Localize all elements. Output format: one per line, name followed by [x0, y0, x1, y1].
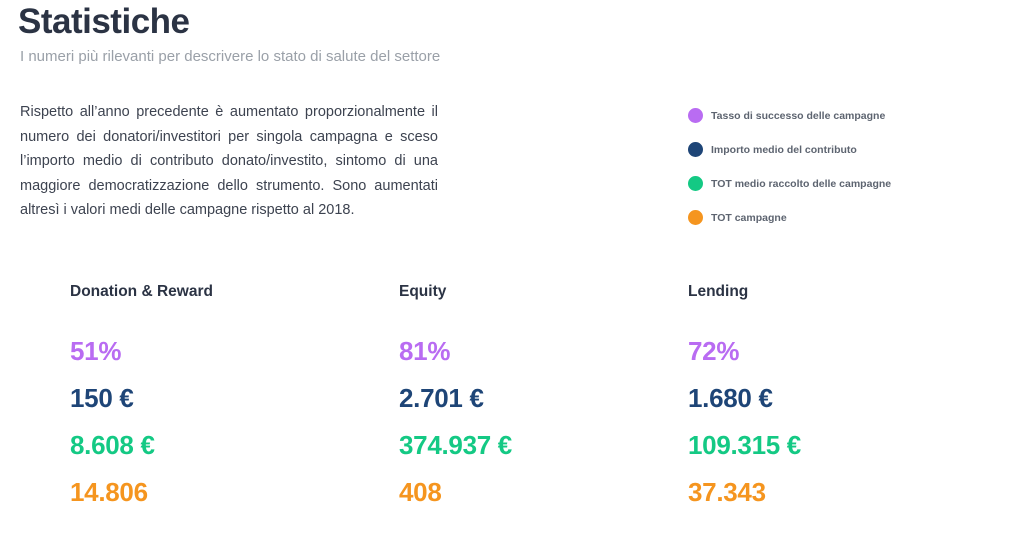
legend-label: Tasso di successo delle campagne — [711, 109, 886, 122]
success-rate-value: 72% — [688, 336, 740, 366]
legend-dot-icon — [688, 210, 703, 225]
total-campaigns-value: 37.343 — [688, 477, 766, 507]
legend-label: TOT campagne — [711, 211, 787, 224]
column-heading: Equity — [399, 283, 447, 300]
legend-dot-icon — [688, 142, 703, 157]
legend-item-total-campaigns: TOT campagne — [688, 209, 891, 226]
legend: Tasso di successo delle campagne Importo… — [688, 107, 891, 243]
column-lending: Lending 72% 1.680 € 109.315 € 37.343 — [688, 283, 801, 507]
column-heading: Lending — [688, 283, 749, 300]
column-equity: Equity 81% 2.701 € 374.937 € 408 — [399, 283, 512, 507]
average-contribution-value: 1.680 € — [688, 383, 773, 413]
average-raised-value: 109.315 € — [688, 430, 801, 460]
page-subtitle: I numeri più rilevanti per descrivere lo… — [20, 48, 441, 65]
average-raised-value: 374.937 € — [399, 430, 512, 460]
legend-item-average-contribution: Importo medio del contributo — [688, 141, 891, 158]
page-title: Statistiche — [18, 2, 190, 41]
column-heading: Donation & Reward — [70, 283, 213, 300]
legend-label: TOT medio raccolto delle campagne — [711, 177, 892, 190]
success-rate-value: 81% — [399, 336, 451, 366]
intro-paragraph: Rispetto all’anno precedente è aumentato… — [20, 104, 438, 219]
average-contribution-value: 2.701 € — [399, 383, 484, 413]
column-donation-reward: Donation & Reward 51% 150 € 8.608 € 14.8… — [70, 283, 213, 507]
legend-label: Importo medio del contributo — [711, 143, 857, 156]
legend-dot-icon — [688, 108, 703, 123]
total-campaigns-value: 408 — [399, 477, 442, 507]
average-contribution-value: 150 € — [70, 383, 134, 413]
legend-item-success-rate: Tasso di successo delle campagne — [688, 107, 891, 124]
legend-dot-icon — [688, 176, 703, 191]
legend-item-average-raised: TOT medio raccolto delle campagne — [688, 175, 891, 192]
success-rate-value: 51% — [70, 336, 122, 366]
total-campaigns-value: 14.806 — [70, 477, 148, 507]
average-raised-value: 8.608 € — [70, 430, 155, 460]
